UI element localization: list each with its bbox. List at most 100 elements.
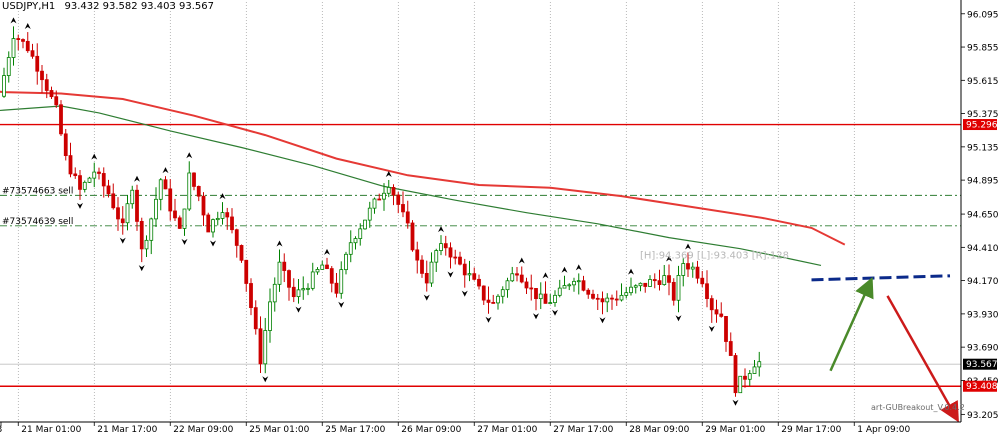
order-label: #73574663 sell xyxy=(2,186,73,196)
candle-body xyxy=(752,366,757,374)
candle-body xyxy=(120,218,125,224)
x-tick-label: 1 Apr 09:00 xyxy=(857,425,910,435)
fractal-up-marker xyxy=(518,257,525,264)
candles xyxy=(2,26,762,397)
candle-body xyxy=(78,175,82,190)
candle-body xyxy=(538,293,543,300)
fractal-down-marker xyxy=(262,376,269,383)
candle-body xyxy=(439,243,443,251)
candle-body xyxy=(557,287,562,296)
y-tick-label: 93.930 xyxy=(967,310,999,320)
candle-body xyxy=(306,287,310,290)
candle-body xyxy=(386,187,391,194)
level-badge-background xyxy=(963,119,997,131)
fractal-up-marker xyxy=(575,264,582,271)
candle-body xyxy=(211,219,215,233)
ma-slow-line xyxy=(0,90,846,246)
x-tick-label: 29 Mar 01:00 xyxy=(705,425,765,435)
candle-body xyxy=(291,286,296,298)
y-tick-label: 95.615 xyxy=(967,77,999,87)
axes: 20 Mar 2013 21 Mar 01:00 21 Mar 17:00 22 Ma… xyxy=(0,0,999,435)
candle-body xyxy=(144,239,149,250)
candle-body xyxy=(633,285,638,288)
ohlc-values: 93.432 93.582 93.403 93.567 xyxy=(64,1,214,12)
candle-body xyxy=(149,218,154,241)
fractal-down-marker xyxy=(675,315,682,322)
fractal-down-marker xyxy=(708,325,715,332)
x-tick-label: 21 Mar 17:00 xyxy=(97,425,157,435)
candle-body xyxy=(301,288,306,291)
candle-body xyxy=(187,172,192,210)
candle-body xyxy=(63,133,68,157)
candle-body xyxy=(348,242,353,255)
candle-body xyxy=(481,285,486,301)
candle-body xyxy=(562,285,567,289)
candle-body xyxy=(249,283,253,309)
x-tick-label: 27 Mar 17:00 xyxy=(553,425,613,435)
candle-body xyxy=(277,261,282,285)
candle-body xyxy=(16,38,21,40)
candle-body xyxy=(595,297,600,300)
candle-body xyxy=(82,181,87,190)
candle-body xyxy=(614,298,619,301)
x-tick-label: 25 Mar 17:00 xyxy=(325,425,385,435)
candle-body xyxy=(97,171,101,174)
fractal-down-marker xyxy=(119,237,126,244)
fractal-up-marker xyxy=(24,23,31,30)
candle-body xyxy=(719,313,724,317)
candle-body xyxy=(315,269,320,273)
candle-body xyxy=(524,281,529,289)
candle-body xyxy=(401,204,405,213)
candle-body xyxy=(244,259,249,284)
candle-body xyxy=(733,355,738,394)
candle-body xyxy=(591,293,595,299)
candle-body xyxy=(263,330,268,365)
candle-body xyxy=(73,173,78,177)
price-badges: 95.296 93.408 93.567 xyxy=(963,119,998,392)
candle-body xyxy=(534,288,538,300)
fractal-up-marker xyxy=(628,268,634,275)
candle-body xyxy=(724,316,728,342)
candle-body xyxy=(158,179,163,200)
candle-body xyxy=(49,90,54,98)
candle-body xyxy=(101,173,106,187)
y-tick-label: 93.205 xyxy=(967,411,999,421)
chart-texts: USDJPY,H1 93.432 93.582 93.403 93.567 #7… xyxy=(2,1,965,412)
x-tick-label: 25 Mar 01:00 xyxy=(249,425,309,435)
chart-title: USDJPY,H1 93.432 93.582 93.403 93.567 xyxy=(2,1,214,12)
level-badge: 93.408 xyxy=(966,382,998,392)
indicator-watermark: art-GUBreakout_V.0.4.2 xyxy=(871,403,965,412)
candle-body xyxy=(553,294,557,303)
candle-body xyxy=(743,375,747,380)
candle-body xyxy=(258,328,263,365)
candle-body xyxy=(757,361,762,368)
candle-body xyxy=(310,271,315,289)
candle-body xyxy=(391,187,396,196)
fractal-up-marker xyxy=(438,226,444,233)
candle-body xyxy=(667,275,671,283)
candle-body xyxy=(234,229,239,246)
candle-body xyxy=(671,281,676,301)
candle-body xyxy=(458,256,462,265)
fractal-markers xyxy=(10,17,739,406)
fractal-down-marker xyxy=(181,238,188,245)
candle-body xyxy=(59,104,63,135)
candle-body xyxy=(605,297,610,303)
fractal-down-marker xyxy=(210,240,216,247)
candle-body xyxy=(30,50,35,57)
up-arrow xyxy=(829,277,874,372)
candle-body xyxy=(168,188,173,212)
breakout-dashed-line xyxy=(811,274,951,282)
candle-body xyxy=(44,79,49,91)
candle-body xyxy=(610,297,614,300)
annotation-arrows xyxy=(829,277,959,423)
candle-body xyxy=(510,273,515,282)
candle-body xyxy=(6,57,11,76)
fractal-down-marker xyxy=(552,309,558,316)
candle-body xyxy=(239,245,244,261)
candle-body xyxy=(87,177,92,183)
y-tick-label: 94.170 xyxy=(967,277,999,287)
